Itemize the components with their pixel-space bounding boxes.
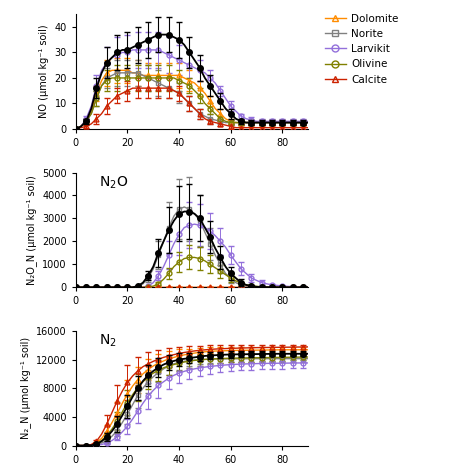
Y-axis label: NO (μmol kg⁻¹ soil): NO (μmol kg⁻¹ soil) xyxy=(39,25,49,118)
Y-axis label: N₂O_N (μmol kg⁻¹ soil): N₂O_N (μmol kg⁻¹ soil) xyxy=(26,175,36,285)
Legend: Dolomite, Norite, Larvikit, Olivine, Calcite: Dolomite, Norite, Larvikit, Olivine, Cal… xyxy=(325,14,398,84)
Text: N$_2$O: N$_2$O xyxy=(99,174,128,191)
Y-axis label: N₂_N (μmol kg⁻¹ soil): N₂_N (μmol kg⁻¹ soil) xyxy=(19,337,30,439)
Text: N$_2$: N$_2$ xyxy=(99,333,117,349)
